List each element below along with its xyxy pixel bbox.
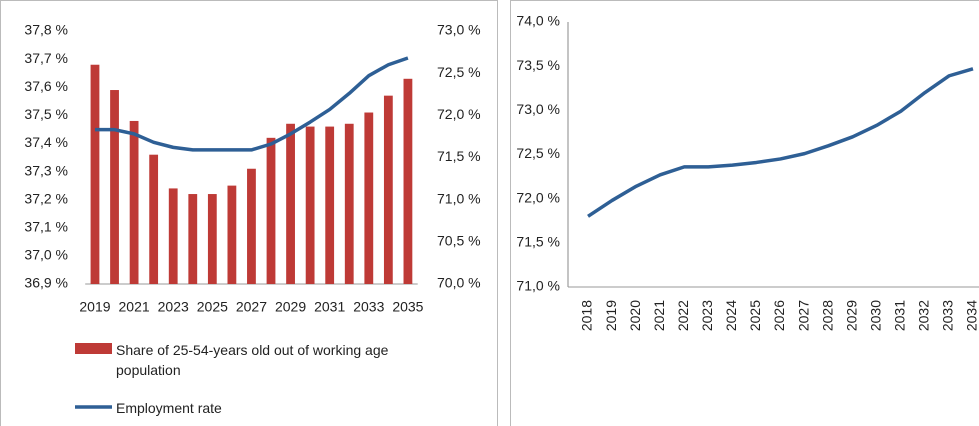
x-tick-label: 2024: [723, 300, 739, 331]
x-tick-label: 2029: [275, 299, 306, 315]
bar: [403, 78, 413, 285]
bar: [207, 194, 217, 284]
bar: [90, 64, 100, 284]
bar: [149, 154, 159, 284]
x-tick-label: 2025: [197, 299, 228, 315]
bar: [227, 185, 237, 284]
x-tick-label: 2018: [579, 300, 595, 331]
y-tick-label: 73,0 %: [516, 101, 560, 117]
x-tick-label: 2027: [236, 299, 267, 315]
bar: [266, 137, 276, 284]
bar: [364, 112, 374, 285]
x-tick-label: 2030: [867, 300, 883, 331]
x-tick-label: 2027: [795, 300, 811, 331]
y-tick-label: 36,9 %: [24, 275, 68, 291]
bar: [325, 126, 335, 284]
bar: [344, 123, 354, 285]
bar: [383, 95, 393, 285]
x-tick-label: 2021: [651, 300, 667, 331]
x-tick-label: 2033: [940, 300, 956, 331]
panel-border: [510, 0, 979, 426]
y-tick-label: 74,0 %: [516, 13, 560, 29]
y-tick-label: 71,0 %: [516, 278, 560, 294]
y2-tick-label: 70,0 %: [437, 275, 481, 291]
line-series: [587, 67, 974, 218]
y2-tick-label: 71,0 %: [437, 190, 481, 206]
bar: [247, 168, 256, 284]
x-tick-label: 2034: [964, 300, 979, 331]
y-tick-label: 72,0 %: [516, 189, 560, 205]
y-tick-label: 37,0 %: [24, 247, 68, 263]
y-tick-label: 37,2 %: [24, 190, 68, 206]
bar: [188, 194, 198, 284]
y-tick-label: 37,7 %: [24, 50, 68, 66]
y-tick-label: 37,1 %: [24, 218, 68, 234]
x-tick-label: 2033: [353, 299, 384, 315]
legend-label: Employment rate: [116, 400, 222, 416]
x-tick-label: 2031: [891, 300, 907, 331]
legend-swatch: [75, 343, 112, 354]
y2-tick-label: 71,5 %: [437, 148, 481, 164]
bar: [168, 188, 178, 284]
x-tick-label: 2026: [771, 300, 787, 331]
x-tick-label: 2021: [119, 299, 150, 315]
y-tick-label: 37,4 %: [24, 134, 68, 150]
x-tick-label: 2019: [603, 300, 619, 331]
line-series: [94, 56, 409, 152]
x-tick-label: 2029: [843, 300, 859, 331]
x-tick-label: 2031: [314, 299, 345, 315]
panel-border: [0, 0, 498, 426]
x-tick-label: 2022: [675, 300, 691, 331]
y2-tick-label: 73,0 %: [437, 22, 481, 38]
y-tick-label: 72,5 %: [516, 145, 560, 161]
x-tick-label: 2028: [819, 300, 835, 331]
x-tick-label: 2019: [79, 299, 110, 315]
y2-tick-label: 72,5 %: [437, 64, 481, 80]
x-tick-label: 2035: [392, 299, 423, 315]
y-tick-label: 37,8 %: [24, 22, 68, 38]
x-tick-label: 2020: [627, 300, 643, 331]
x-tick-label: 2032: [916, 300, 932, 331]
legend-label: Share of 25-54-years old out of working …: [116, 342, 389, 378]
x-tick-label: 2023: [158, 299, 189, 315]
legend-item: Employment rate: [116, 400, 222, 416]
y-tick-label: 37,6 %: [24, 78, 68, 94]
bar: [110, 90, 119, 285]
bar: [129, 120, 139, 284]
y2-tick-label: 70,5 %: [437, 233, 481, 249]
x-tick-label: 2023: [699, 300, 715, 331]
y-tick-label: 37,3 %: [24, 162, 68, 178]
bar: [286, 123, 295, 285]
y2-tick-label: 72,0 %: [437, 106, 481, 122]
legend-item: Share of 25-54-years old out of working …: [116, 342, 389, 378]
bar: [305, 126, 315, 284]
y-tick-label: 71,5 %: [516, 234, 560, 250]
y-tick-label: 73,5 %: [516, 57, 560, 73]
y-tick-label: 37,5 %: [24, 106, 68, 122]
x-tick-label: 2025: [747, 300, 763, 331]
